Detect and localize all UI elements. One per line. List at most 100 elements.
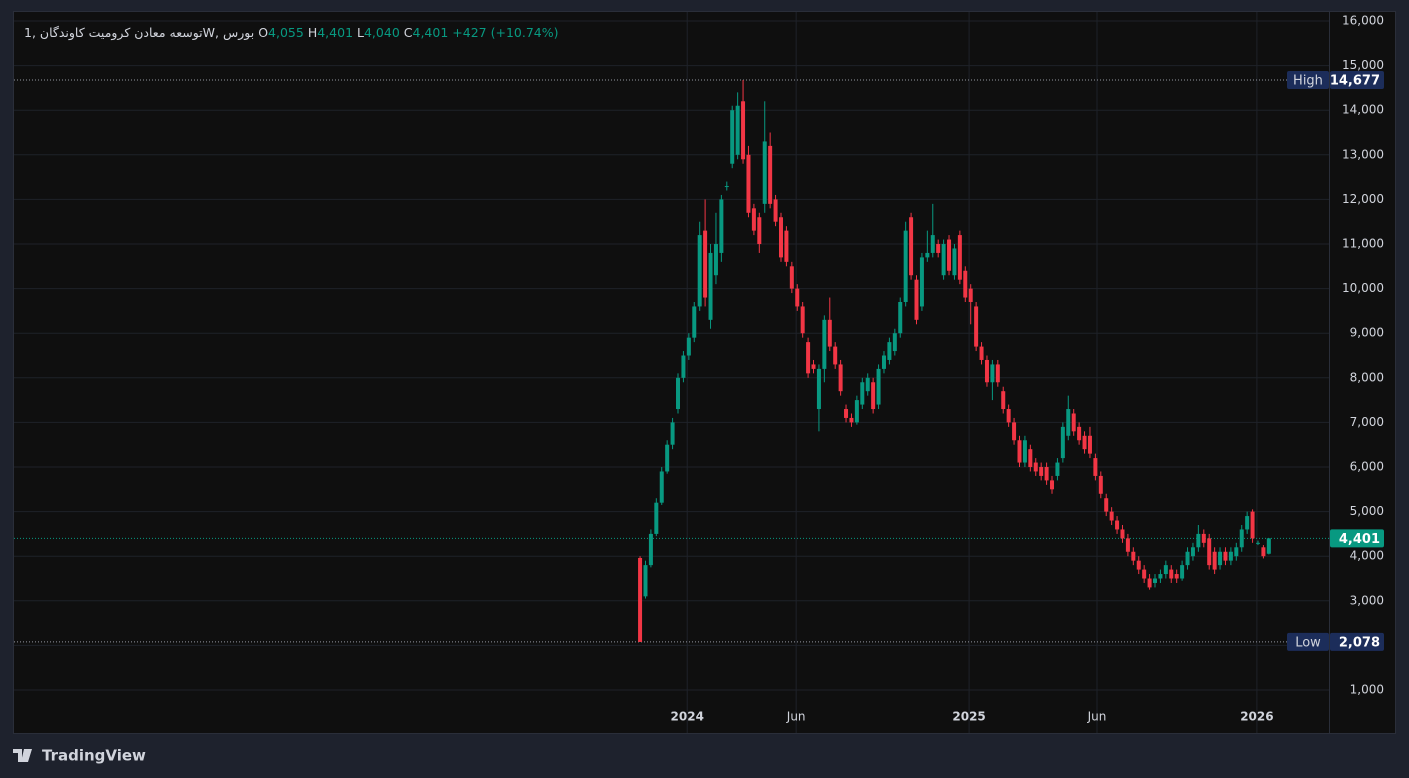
candle-body [1050, 480, 1055, 490]
candle-body [665, 444, 670, 472]
candle-body [1077, 426, 1082, 441]
candle-body [773, 199, 778, 222]
candle-body [995, 364, 1000, 383]
candle-body [1071, 413, 1076, 432]
candle-body [648, 533, 653, 566]
candle-body [1044, 467, 1049, 481]
candle-body [806, 342, 811, 374]
candle-body [1218, 551, 1223, 566]
candle-body [670, 422, 675, 445]
y-tick-label: 10,000 [1342, 281, 1384, 295]
candle-body [1245, 516, 1250, 530]
y-tick-label: 16,000 [1342, 14, 1384, 28]
candle-body [947, 239, 952, 271]
candle-body [778, 217, 783, 258]
candle-body [1012, 422, 1017, 441]
y-tick-label: 8,000 [1350, 370, 1384, 384]
candle-body [914, 279, 919, 320]
candle-body [822, 319, 827, 369]
marker-value-bg [1330, 71, 1384, 90]
candle-body [1060, 426, 1065, 459]
candle-body [1234, 547, 1239, 557]
candle-body [1033, 462, 1038, 472]
candle-body [930, 235, 935, 253]
candle-body [952, 248, 957, 276]
x-tick-label: 2024 [671, 710, 704, 724]
candle-body [1228, 551, 1233, 561]
legend-low-label: L [357, 25, 364, 40]
candle-body [643, 565, 648, 597]
candle-body [1158, 574, 1163, 579]
legend-exchange: بورس [223, 25, 254, 41]
candle-body [979, 346, 984, 360]
x-tick-label: Jun [786, 710, 806, 724]
y-tick-label: 4,000 [1350, 549, 1384, 563]
marker-label-bg [1287, 632, 1329, 651]
y-tick-label: 12,000 [1342, 192, 1384, 206]
candle-body [963, 270, 968, 298]
candle-body [811, 364, 816, 369]
y-tick-label: 9,000 [1350, 326, 1384, 340]
candle-body [1169, 569, 1174, 579]
legend-open-value: 4,055 [268, 25, 304, 40]
candle-body [1136, 560, 1141, 570]
candle-body [1142, 569, 1147, 579]
candle-body [892, 333, 897, 352]
candle-body [1223, 551, 1228, 561]
candle-body [838, 364, 843, 392]
candle-body [654, 502, 659, 534]
candle-body [1185, 551, 1190, 566]
y-tick-label: 13,000 [1342, 147, 1384, 161]
candle-body [1087, 435, 1092, 454]
marker-value-bg [1330, 529, 1384, 548]
candle-body [1039, 467, 1044, 476]
legend: 1, توسعه معادن کرومیت کاوندگانW, بورس O4… [24, 25, 559, 41]
candle-body [968, 288, 973, 302]
candle-body [974, 306, 979, 347]
marker-value: 4,401 [1339, 532, 1380, 547]
candle-body [849, 417, 854, 423]
candle-body [1115, 520, 1120, 530]
x-tick-label: Jun [1087, 710, 1107, 724]
candle-body [1022, 440, 1027, 463]
y-tick-label: 14,000 [1342, 103, 1384, 117]
candle-body [659, 471, 664, 503]
candle-body [936, 244, 941, 253]
candle-body [724, 186, 729, 188]
legend-open-label: O [258, 25, 268, 40]
candle-body [957, 235, 962, 280]
candle-body [751, 208, 756, 231]
brand: TradingView [42, 747, 146, 765]
legend-change: +427 [452, 25, 486, 40]
candle-body [903, 230, 908, 302]
candle-body [1006, 409, 1011, 423]
candle-body [1255, 542, 1260, 544]
candle-body [1104, 498, 1109, 512]
candle-body [1174, 574, 1179, 579]
candle-body [762, 141, 767, 204]
y-tick-label: 15,000 [1342, 58, 1384, 72]
y-tick-label: 11,000 [1342, 237, 1384, 251]
candle-body [1098, 475, 1103, 494]
candle-body [833, 346, 838, 365]
candle-body [784, 230, 789, 262]
candle-body [1180, 565, 1185, 579]
candle-body [686, 337, 691, 356]
candle-body [800, 306, 805, 334]
candle-body [844, 409, 849, 418]
candle-body [638, 557, 643, 642]
candle-body [719, 199, 724, 253]
candle-body [692, 306, 697, 338]
candle-body [1239, 529, 1244, 548]
candle-body [1082, 435, 1087, 450]
candle-body [735, 105, 740, 155]
legend-low-value: 4,040 [364, 25, 400, 40]
candle-body [816, 368, 821, 410]
y-tick-label: 5,000 [1350, 504, 1384, 518]
candle-body [887, 342, 892, 360]
brand-logo [13, 749, 32, 762]
candle-body [1153, 578, 1158, 583]
candle-body [1147, 578, 1152, 588]
candle-body [860, 382, 865, 405]
